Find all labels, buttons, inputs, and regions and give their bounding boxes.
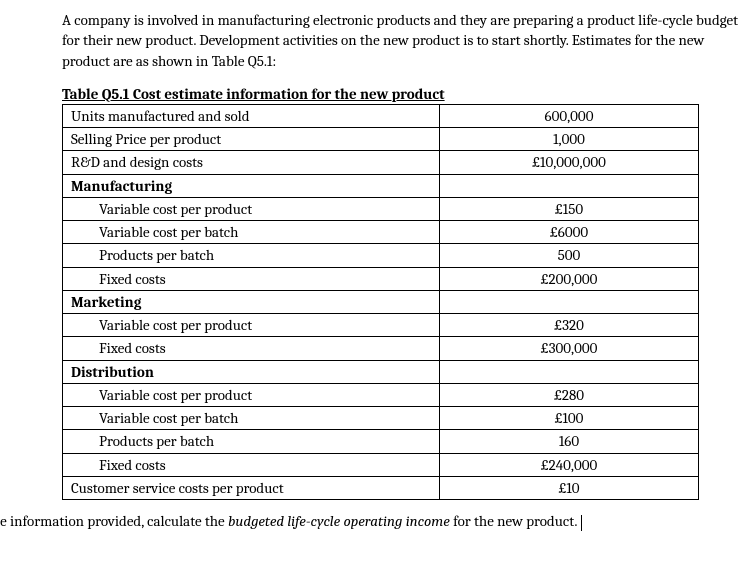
table-row: Products per batch500 (63, 244, 699, 267)
row-label: Products per batch (63, 244, 440, 267)
row-label: Variable cost per product (63, 383, 440, 406)
table-row: Customer service costs per product£10 (63, 476, 699, 499)
row-value: £240,000 (440, 453, 699, 476)
closing-emphasis: budgeted life-cycle operating income (228, 512, 450, 530)
row-label: Marketing (63, 290, 440, 313)
row-label: Customer service costs per product (63, 476, 440, 499)
document-body: A company is involved in manufacturing e… (0, 0, 749, 510)
row-label: Variable cost per batch (63, 407, 440, 430)
row-value: 160 (440, 430, 699, 453)
closing-paragraph: Using the information provided, calculat… (0, 512, 749, 531)
table-row: Fixed costs£200,000 (63, 267, 699, 290)
table-row: R&D and design costs£10,000,000 (63, 151, 699, 174)
table-row: Fixed costs£240,000 (63, 453, 699, 476)
row-value: £10 (440, 476, 699, 499)
table-row: Distribution (63, 360, 699, 383)
table-row: Variable cost per product£150 (63, 197, 699, 220)
row-value (440, 174, 699, 197)
cost-table: Units manufactured and sold600,000Sellin… (62, 104, 699, 500)
row-value: 600,000 (440, 104, 699, 127)
row-label: Variable cost per batch (63, 221, 440, 244)
table-title: Table Q5.1 Cost estimate information for… (62, 85, 739, 103)
row-label: Variable cost per product (63, 197, 440, 220)
row-label: R&D and design costs (63, 151, 440, 174)
text-cursor (581, 515, 582, 531)
row-label: Fixed costs (63, 267, 440, 290)
row-value: £200,000 (440, 267, 699, 290)
closing-suffix: for the new product. (450, 512, 578, 530)
row-value: 500 (440, 244, 699, 267)
row-label: Manufacturing (63, 174, 440, 197)
table-row: Variable cost per product£320 (63, 314, 699, 337)
row-label: Distribution (63, 360, 440, 383)
table-row: Selling Price per product1,000 (63, 128, 699, 151)
row-label: Fixed costs (63, 337, 440, 360)
row-label: Selling Price per product (63, 128, 440, 151)
table-row: Manufacturing (63, 174, 699, 197)
row-label: Products per batch (63, 430, 440, 453)
closing-prefix: Using the information provided, calculat… (0, 512, 228, 530)
row-value: £280 (440, 383, 699, 406)
intro-paragraph: A company is involved in manufacturing e… (62, 10, 739, 71)
row-value: £320 (440, 314, 699, 337)
table-row: Variable cost per batch£6000 (63, 221, 699, 244)
row-value: 1,000 (440, 128, 699, 151)
row-label: Variable cost per product (63, 314, 440, 337)
row-value: £100 (440, 407, 699, 430)
table-row: Products per batch160 (63, 430, 699, 453)
closing-wrap: Using the information provided, calculat… (0, 512, 749, 531)
table-row: Units manufactured and sold600,000 (63, 104, 699, 127)
table-row: Marketing (63, 290, 699, 313)
row-value: £10,000,000 (440, 151, 699, 174)
row-label: Fixed costs (63, 453, 440, 476)
row-label: Units manufactured and sold (63, 104, 440, 127)
table-row: Variable cost per product£280 (63, 383, 699, 406)
table-row: Variable cost per batch£100 (63, 407, 699, 430)
row-value (440, 360, 699, 383)
row-value: £150 (440, 197, 699, 220)
row-value: £6000 (440, 221, 699, 244)
row-value: £300,000 (440, 337, 699, 360)
row-value (440, 290, 699, 313)
table-row: Fixed costs£300,000 (63, 337, 699, 360)
